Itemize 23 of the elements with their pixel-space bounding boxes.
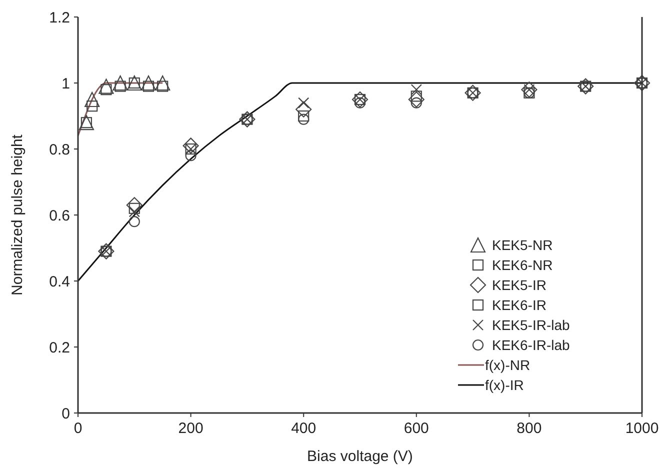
y-tick-label: 1.2 bbox=[49, 9, 70, 26]
x-tick-label: 600 bbox=[404, 420, 429, 437]
y-tick-label: 0.6 bbox=[49, 207, 70, 224]
y-tick-label: 0.2 bbox=[49, 339, 70, 356]
legend-label: f(x)-NR bbox=[485, 356, 530, 373]
x-tick-label: 200 bbox=[178, 420, 204, 437]
legend-label: KEK5-IR bbox=[492, 276, 546, 293]
x-axis-title: Bias voltage (V) bbox=[307, 448, 413, 465]
legend-label: KEK5-IR-lab bbox=[492, 316, 570, 333]
x-tick-label: 0 bbox=[74, 420, 82, 437]
y-tick-label: 0.4 bbox=[49, 273, 70, 290]
legend-label: KEK6-NR bbox=[492, 256, 553, 273]
legend-label: f(x)-IR bbox=[485, 376, 524, 393]
x-tick-label: 400 bbox=[291, 420, 316, 437]
legend-label: KEK6-IR-lab bbox=[492, 336, 570, 353]
y-tick-label: 0.8 bbox=[49, 141, 70, 158]
legend-label: KEK6-IR bbox=[492, 296, 546, 313]
legend-label: KEK5-NR bbox=[492, 236, 553, 253]
y-axis-title: Normalized pulse height bbox=[9, 134, 26, 296]
y-tick-label: 0 bbox=[62, 405, 70, 422]
x-tick-label: 800 bbox=[516, 420, 542, 437]
x-tick-label: 1000 bbox=[625, 420, 659, 437]
y-tick-label: 1 bbox=[62, 75, 70, 92]
